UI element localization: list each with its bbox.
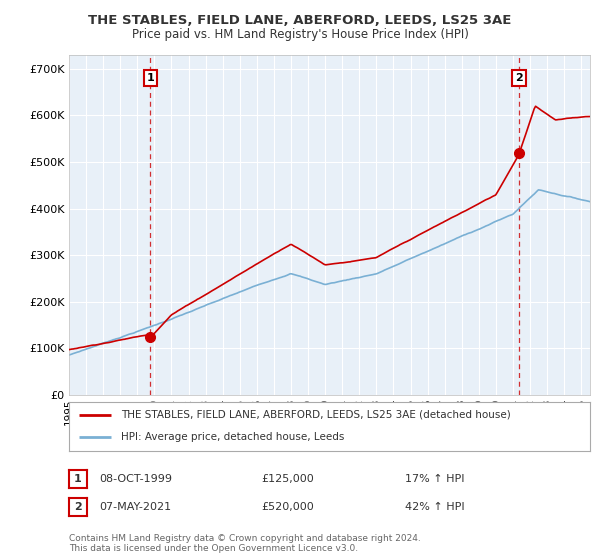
Text: 2: 2 bbox=[74, 502, 82, 512]
Text: 42% ↑ HPI: 42% ↑ HPI bbox=[405, 502, 464, 512]
Text: Contains HM Land Registry data © Crown copyright and database right 2024.
This d: Contains HM Land Registry data © Crown c… bbox=[69, 534, 421, 553]
Text: THE STABLES, FIELD LANE, ABERFORD, LEEDS, LS25 3AE: THE STABLES, FIELD LANE, ABERFORD, LEEDS… bbox=[88, 14, 512, 27]
Text: THE STABLES, FIELD LANE, ABERFORD, LEEDS, LS25 3AE (detached house): THE STABLES, FIELD LANE, ABERFORD, LEEDS… bbox=[121, 410, 511, 420]
Text: 17% ↑ HPI: 17% ↑ HPI bbox=[405, 474, 464, 484]
Text: Price paid vs. HM Land Registry's House Price Index (HPI): Price paid vs. HM Land Registry's House … bbox=[131, 28, 469, 41]
Text: 1: 1 bbox=[74, 474, 82, 484]
Text: HPI: Average price, detached house, Leeds: HPI: Average price, detached house, Leed… bbox=[121, 432, 344, 442]
Text: £125,000: £125,000 bbox=[261, 474, 314, 484]
Text: 1: 1 bbox=[146, 73, 154, 83]
Text: 2: 2 bbox=[515, 73, 523, 83]
Text: £520,000: £520,000 bbox=[261, 502, 314, 512]
Text: 07-MAY-2021: 07-MAY-2021 bbox=[99, 502, 171, 512]
Text: 08-OCT-1999: 08-OCT-1999 bbox=[99, 474, 172, 484]
